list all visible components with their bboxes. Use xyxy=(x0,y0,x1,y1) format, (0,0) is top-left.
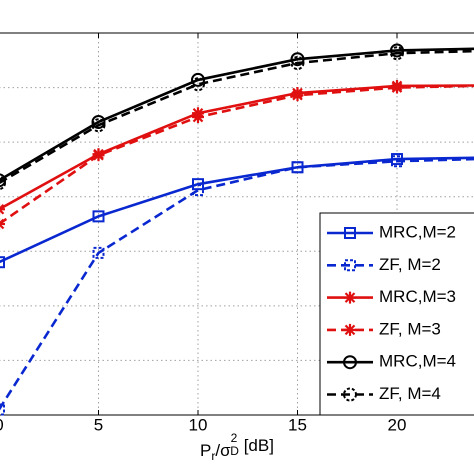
series-line xyxy=(0,47,474,182)
marker xyxy=(192,178,204,191)
marker xyxy=(92,246,105,259)
marker xyxy=(92,149,105,162)
x-axis-label-part: /σ xyxy=(215,441,231,460)
legend-label: MRC,M=2 xyxy=(379,222,456,241)
marker xyxy=(0,176,6,190)
marker xyxy=(0,218,5,230)
marker xyxy=(291,161,304,174)
marker-stroke xyxy=(344,292,356,303)
x-tick-label: 20 xyxy=(388,415,407,434)
marker xyxy=(192,111,204,124)
x-axis-label-part: [dB] xyxy=(239,436,274,455)
marker xyxy=(291,89,304,102)
x-tick-label: 5 xyxy=(94,415,103,434)
legend-label: MRC,M=4 xyxy=(379,352,456,371)
x-axis-label: Pr/σ2 D [dB] xyxy=(200,431,274,463)
marker xyxy=(391,81,403,94)
marker-stroke xyxy=(344,324,356,336)
legend-label: ZF, M=3 xyxy=(379,319,441,338)
marker xyxy=(343,387,357,402)
x-tick-label: 0 xyxy=(0,415,4,434)
marker xyxy=(391,155,403,168)
legend-label: ZF, M=4 xyxy=(379,384,441,403)
x-tick-label: 15 xyxy=(288,415,307,434)
marker xyxy=(344,227,356,239)
marker xyxy=(290,56,305,71)
marker xyxy=(0,403,5,416)
legend-label: ZF, M=2 xyxy=(379,255,441,274)
marker xyxy=(344,291,356,304)
series-line xyxy=(0,156,474,264)
marker xyxy=(192,184,204,197)
marker xyxy=(0,256,5,269)
legend-label: MRC,M=3 xyxy=(379,287,456,306)
x-axis-label-part: 2 xyxy=(231,431,238,445)
series-line xyxy=(0,84,474,211)
marker xyxy=(344,259,356,272)
legend: MRC,M=2 ZF, M=2 MRC,M=3 ZF, M=3 MRC,M=4 ZF, M… xyxy=(319,212,474,416)
marker xyxy=(191,72,205,87)
marker xyxy=(290,52,305,67)
series-line xyxy=(0,49,474,184)
marker-stroke xyxy=(93,149,104,161)
x-axis-label-part: r xyxy=(211,449,215,463)
marker xyxy=(191,77,205,92)
marker-stroke xyxy=(292,89,303,101)
series-line xyxy=(0,84,474,225)
marker-stroke xyxy=(0,223,5,230)
marker xyxy=(343,355,357,370)
marker xyxy=(92,210,105,223)
marker xyxy=(390,46,404,61)
plot-frame xyxy=(0,32,474,416)
marker xyxy=(344,323,356,336)
marker-stroke xyxy=(0,208,5,215)
marker-stroke xyxy=(391,82,403,93)
legend-box xyxy=(319,212,474,416)
marker-stroke xyxy=(0,218,5,225)
x-axis-label-part: P xyxy=(200,441,211,460)
marker-stroke xyxy=(0,203,5,210)
marker-stroke xyxy=(192,111,204,123)
marker xyxy=(91,118,106,133)
x-axis-label-part: D xyxy=(230,444,239,458)
marker xyxy=(0,203,5,216)
series-line xyxy=(0,157,474,411)
x-tick-label: 10 xyxy=(189,415,208,434)
